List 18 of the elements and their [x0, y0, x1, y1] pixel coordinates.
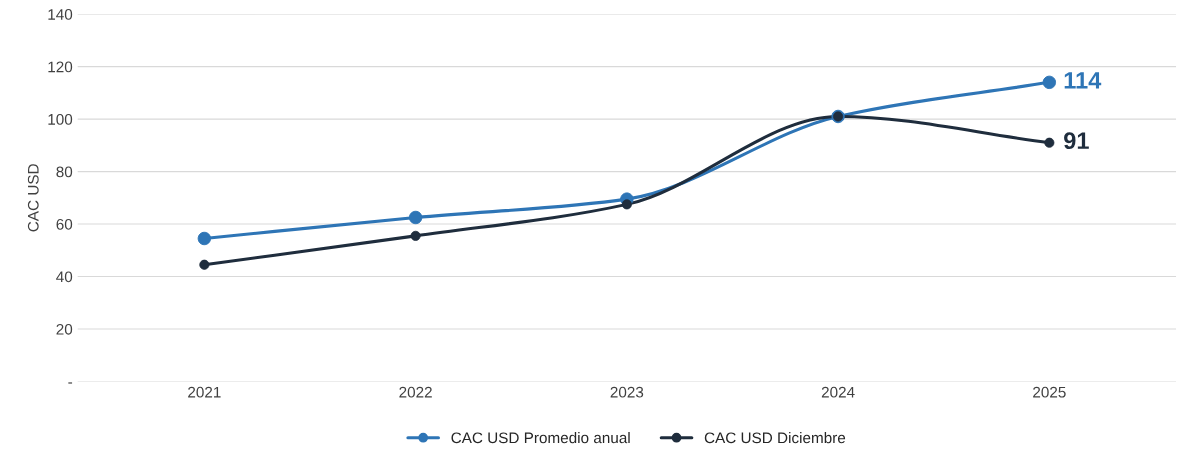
x-tick-label: 2023 [610, 386, 644, 398]
y-tick-label: 120 [48, 61, 73, 73]
x-tick-label: 2025 [1033, 386, 1066, 398]
y-tick-label: 40 [56, 271, 73, 283]
x-tick-label: 2022 [399, 386, 432, 398]
legend-label: CAC USD Diciembre [704, 432, 846, 444]
data-label: 114 [1064, 72, 1102, 89]
y-tick-label: - [68, 382, 73, 384]
y-tick-label: 100 [48, 113, 73, 125]
y-tick-label: 60 [56, 218, 73, 230]
y-axis-title: CAC USD [27, 164, 39, 232]
y-tick-label: 140 [48, 9, 73, 20]
x-tick-label: 2024 [821, 386, 855, 398]
y-tick-label: 20 [56, 323, 73, 335]
y-tick-label: 80 [56, 166, 73, 178]
x-tick-label: 2021 [188, 386, 221, 398]
legend-label: CAC USD Promedio anual [451, 432, 630, 444]
data-label: 91 [1064, 132, 1089, 150]
